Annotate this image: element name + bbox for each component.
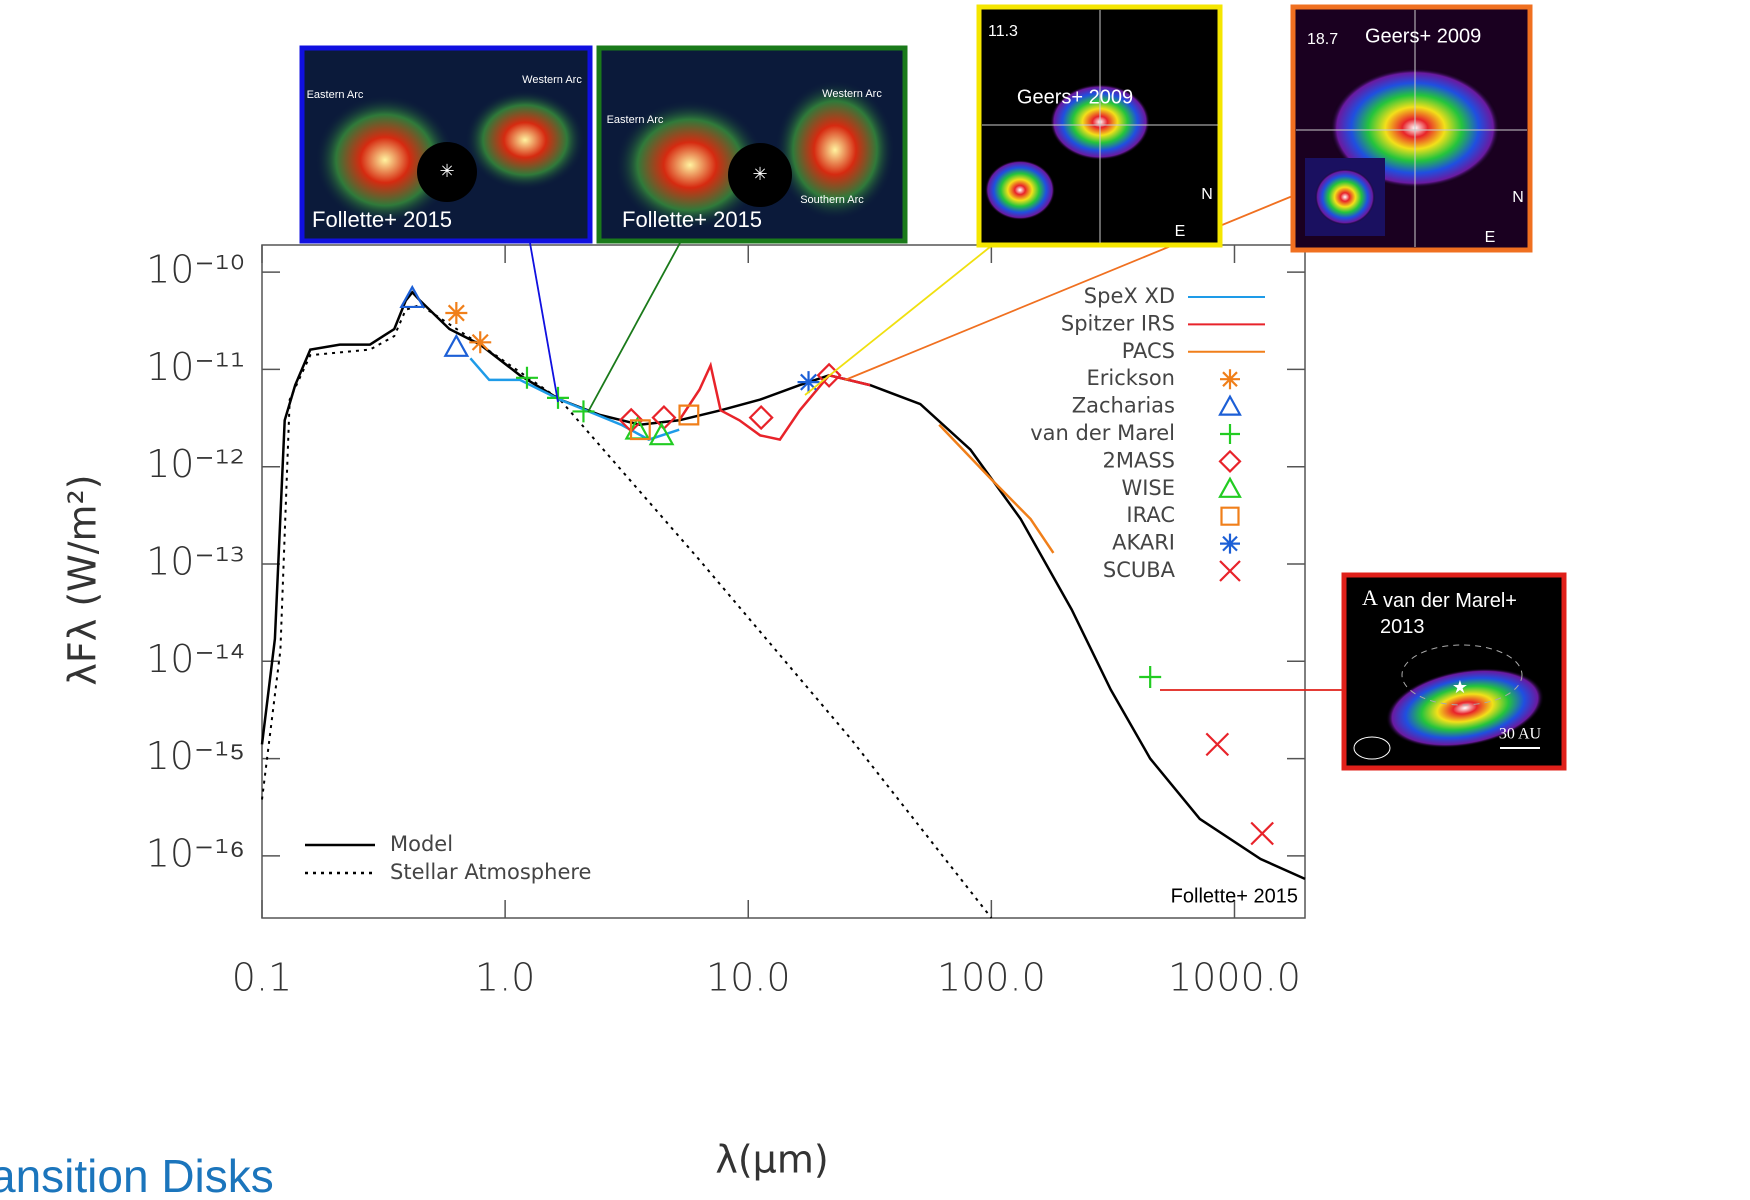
x-tick-label: 1000.0 [1168,956,1301,1000]
inset-green: ✳ Eastern Arc Western Arc Southern Arc F… [599,48,905,241]
legend-label: Zacharias [1072,394,1175,418]
y-tick-label: 10⁻¹² [146,442,245,486]
y-tick-label: 10⁻¹⁵ [146,734,245,778]
inset-image [465,90,585,190]
inset-label: Eastern Arc [307,89,364,101]
legend-label: 2MASS [1102,448,1175,472]
legend-label: PACS [1122,339,1175,363]
inset-yellow: 11.3 N E Geers+ 2009 [979,7,1220,245]
inset-label: 11.3 [988,23,1018,40]
legend-label: Model [390,832,453,856]
legend-label: WISE [1121,476,1175,500]
x-axis-label: λ(μm) [715,1138,828,1182]
y-tick-label: 10⁻¹¹ [146,345,245,389]
inset-credit: Follette+ 2015 [312,207,452,232]
inset-credit-box: van der Marel+ 2013 [1380,588,1560,648]
inset-label: A [1362,585,1378,610]
inset-label: E [1485,229,1496,246]
inset-red: ★ A 30 AU van der Marel+ 2013 [1344,575,1564,768]
star: ★ [1452,677,1468,698]
inset-credit: Follette+ 2015 [622,207,762,232]
inset-blue: ✳ Eastern Arc Western Arc Follette+ 2015 [302,48,590,241]
inset-credit: Geers+ 2009 [1017,86,1133,108]
inset-label: Eastern Arc [607,114,664,126]
inset-label: N [1201,186,1213,203]
inset-label: Western Arc [522,74,582,86]
inset-label: Western Arc [822,88,882,100]
inset-credit: Geers+ 2009 [1365,25,1481,47]
y-tick-label: 10⁻¹⁴ [146,637,245,681]
legend-label: SpeX XD [1084,284,1175,308]
y-tick-label: 10⁻¹⁰ [146,248,245,292]
inset-label: N [1512,189,1524,206]
x-tick-label: 1.0 [475,956,535,1000]
inset-label: Southern Arc [800,194,864,206]
x-tick-label: 0.1 [232,956,292,1000]
legend-label: IRAC [1126,503,1175,527]
y-tick-label: 10⁻¹³ [146,540,245,584]
legend-label: Erickson [1086,366,1175,390]
footer-title: ansition Disks [0,1150,274,1200]
legend-label: Spitzer IRS [1061,311,1175,335]
legend-label: Stellar Atmosphere [390,860,591,884]
inset-label: E [1175,223,1186,240]
annotation: Follette+ 2015 [1171,885,1298,907]
inset-image [1315,169,1375,225]
inset-image [985,160,1055,220]
legend-label: SCUBA [1103,558,1176,582]
legend-label: AKARI [1112,531,1175,555]
x-tick-label: 100.0 [937,956,1046,1000]
y-tick-label: 10⁻¹⁶ [146,831,245,875]
legend-marker [1220,369,1240,389]
legend-label: van der Marel [1030,421,1175,445]
x-tick-label: 10.0 [706,956,791,1000]
y-axis-label: λFλ (W/m²) [61,474,105,685]
legend-marker [1220,534,1240,554]
inset-credit: van der Marel+ 2013 [1380,588,1560,640]
star: ✳ [439,161,454,182]
page: ansition Disks 10⁻¹⁰ 10⁻¹¹ 10⁻¹² 10⁻¹³ 10⁻¹⁴… [0,0,1750,1200]
inset-label: 30 AU [1499,726,1542,743]
star: ✳ [752,164,767,185]
inset-orange: 18.7 N E Geers+ 2009 [1293,7,1530,250]
inset-label: 18.7 [1307,31,1338,48]
